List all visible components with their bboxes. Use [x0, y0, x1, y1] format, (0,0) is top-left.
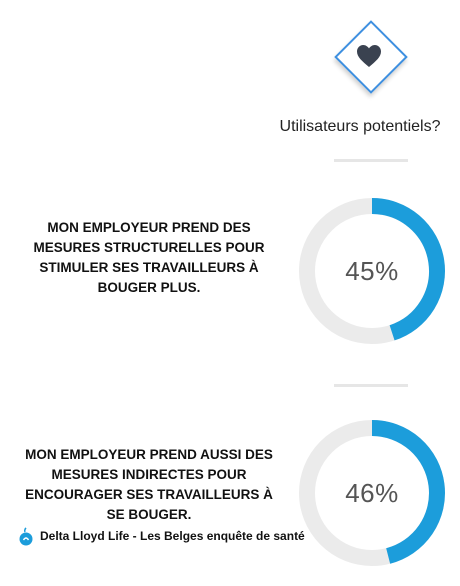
- donut-chart-2: 46%: [297, 418, 447, 568]
- stat-label-1: MON EMPLOYEUR PREND DES MESURES STRUCTUR…: [33, 220, 265, 295]
- percent-value-1: 45%: [345, 255, 399, 286]
- donut-slice-2: [371, 420, 445, 564]
- divider: [334, 384, 408, 387]
- stat-label-2: MON EMPLOYEUR PREND AUSSI DES MESURES IN…: [25, 447, 273, 522]
- heart-badge: [332, 18, 408, 94]
- donut-chart-1: 45%: [297, 196, 447, 346]
- donut-slice-1: [371, 198, 445, 341]
- header-label: Utilisateurs potentiels?: [279, 118, 441, 135]
- heart-icon: [357, 45, 381, 67]
- percent-value-2: 46%: [345, 477, 399, 508]
- source-text: Delta Lloyd Life - Les Belges enquête de…: [40, 529, 305, 543]
- divider: [334, 159, 408, 162]
- source-credit: Delta Lloyd Life - Les Belges enquête de…: [18, 526, 305, 546]
- delta-lloyd-logo-icon: [19, 527, 33, 546]
